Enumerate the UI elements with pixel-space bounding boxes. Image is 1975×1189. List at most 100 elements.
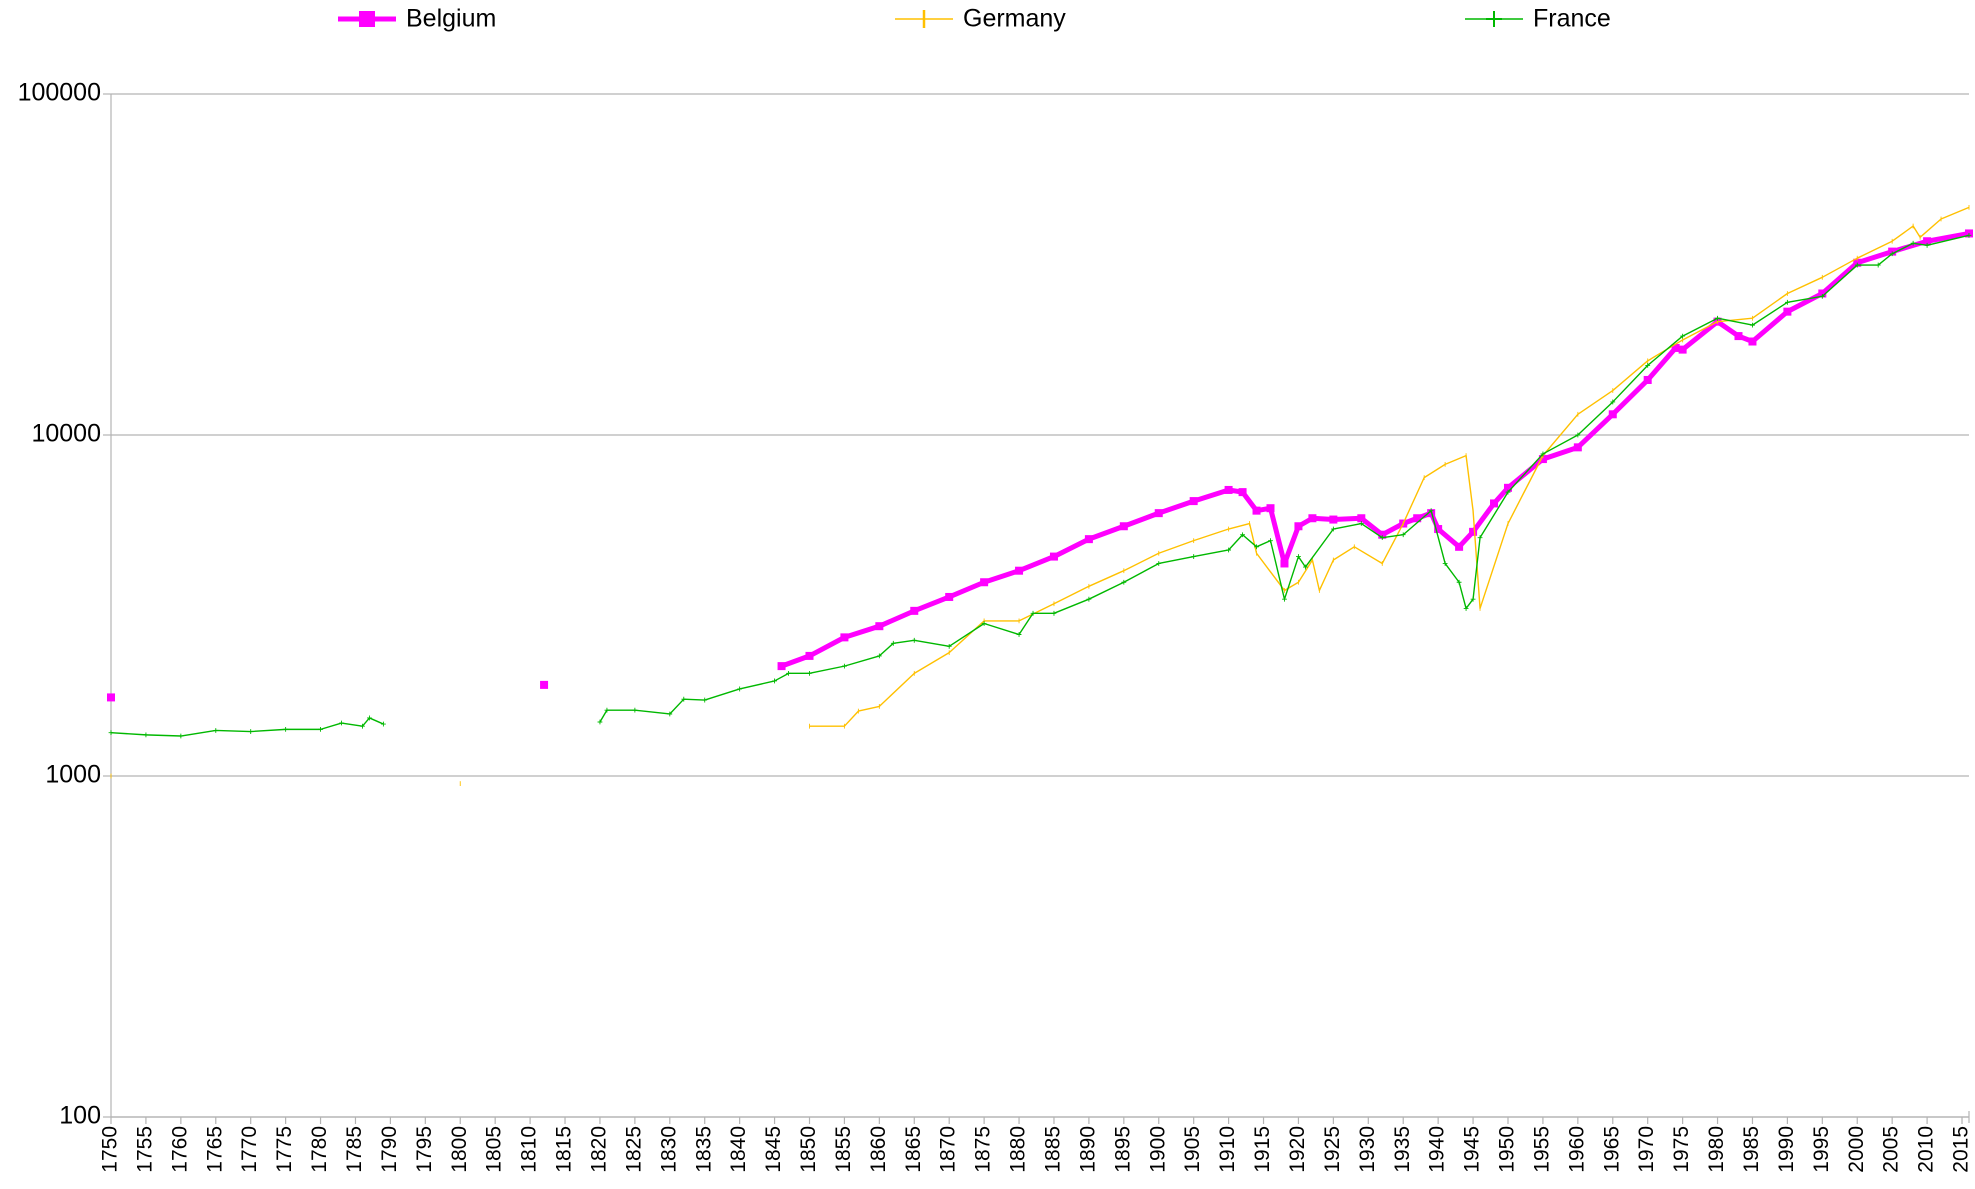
x-tick-label: 1980 <box>1705 1126 1728 1173</box>
data-point <box>910 606 919 615</box>
x-tick-label: 1910 <box>1216 1126 1239 1173</box>
x-tick-label: 1955 <box>1530 1126 1553 1173</box>
x-tick-label: 1965 <box>1600 1126 1623 1173</box>
data-point <box>1680 333 1686 339</box>
data-point <box>1238 488 1247 497</box>
data-point <box>702 697 708 703</box>
data-point <box>1610 399 1616 405</box>
data-point <box>1575 432 1581 438</box>
x-tick-label: 1790 <box>378 1126 401 1173</box>
data-point <box>1540 451 1546 457</box>
data-point <box>667 711 673 717</box>
data-point <box>1463 606 1469 611</box>
data-point <box>980 578 989 587</box>
x-tick-label: 1935 <box>1391 1126 1414 1173</box>
data-point <box>1505 489 1511 495</box>
x-tick-label: 1940 <box>1426 1126 1449 1173</box>
x-tick-label: 1805 <box>483 1126 506 1173</box>
series-line <box>809 206 1970 727</box>
x-tick-label: 1840 <box>727 1126 750 1173</box>
data-point <box>1357 514 1366 523</box>
x-tick-label: 1855 <box>832 1126 855 1173</box>
data-point <box>1924 242 1930 248</box>
x-tick-label: 1760 <box>168 1126 191 1173</box>
x-tick-label: 1870 <box>937 1126 960 1173</box>
data-point <box>1413 514 1422 523</box>
x-tick-label: 1835 <box>692 1126 715 1173</box>
data-point <box>890 640 896 646</box>
data-point <box>1875 262 1881 268</box>
data-point <box>1923 237 1932 246</box>
x-tick-label: 1915 <box>1251 1126 1274 1173</box>
data-point <box>1226 547 1231 553</box>
x-tick-label: 2000 <box>1845 1126 1868 1173</box>
x-tick-label: 1765 <box>203 1126 226 1173</box>
legend-label: France <box>1533 5 1611 33</box>
x-tick-label: 1970 <box>1635 1126 1658 1173</box>
data-point <box>1330 526 1336 532</box>
data-point <box>875 622 884 631</box>
data-point <box>604 707 610 713</box>
data-point <box>681 696 687 702</box>
data-point <box>807 670 812 676</box>
data-point <box>1490 499 1499 508</box>
data-point <box>248 729 254 734</box>
data-point <box>876 653 882 659</box>
data-point <box>1442 561 1448 566</box>
data-point <box>981 621 987 626</box>
data-point <box>1280 559 1289 568</box>
x-tick-label: 1770 <box>238 1126 261 1173</box>
x-tick-label: 1775 <box>273 1126 296 1173</box>
data-point <box>1966 232 1972 238</box>
x-tick-label: 1845 <box>762 1126 785 1173</box>
data-point <box>213 728 219 733</box>
data-point <box>945 592 954 601</box>
data-point <box>1191 554 1197 559</box>
data-point <box>1086 596 1092 602</box>
data-point <box>367 715 372 721</box>
legend-marker <box>359 11 375 27</box>
data-point <box>318 726 323 732</box>
data-point <box>1240 532 1245 538</box>
data-point <box>1358 521 1364 526</box>
x-tick-label: 2015 <box>1950 1126 1973 1173</box>
data-point <box>772 678 777 684</box>
x-tick-label: 1865 <box>902 1126 925 1173</box>
data-point <box>1715 315 1720 321</box>
data-point <box>1254 544 1259 550</box>
data-point <box>1470 596 1476 602</box>
data-point <box>1266 504 1275 513</box>
data-point <box>1748 337 1757 346</box>
x-tick-label: 1920 <box>1286 1126 1309 1173</box>
data-point <box>1119 522 1128 531</box>
x-tick-label: 1755 <box>133 1126 156 1173</box>
y-tick-label: 100 <box>59 1102 101 1130</box>
series-line <box>110 234 1970 737</box>
x-tick-label: 1800 <box>448 1126 471 1173</box>
data-point <box>1282 596 1287 602</box>
data-point <box>946 643 952 649</box>
series-line <box>780 230 1970 669</box>
data-point <box>805 651 814 660</box>
data-point <box>1084 535 1093 544</box>
data-point <box>1477 535 1483 541</box>
data-point <box>1252 506 1261 515</box>
data-point <box>1854 262 1860 268</box>
x-tick-label: 1950 <box>1496 1126 1519 1173</box>
legend-label: Germany <box>963 5 1066 33</box>
x-tick-label: 1925 <box>1321 1126 1344 1173</box>
x-tick-label: 1995 <box>1810 1126 1833 1173</box>
data-point <box>1051 610 1057 616</box>
x-tick-label: 1815 <box>553 1126 576 1173</box>
data-point <box>1400 532 1406 538</box>
data-point <box>1016 632 1022 637</box>
data-point <box>381 721 386 727</box>
y-tick-label: 10000 <box>31 420 101 448</box>
x-tick-label: 1990 <box>1775 1126 1798 1173</box>
data-point <box>540 680 549 689</box>
data-point <box>1428 508 1434 514</box>
x-tick-label: 1780 <box>308 1126 331 1173</box>
x-tick-label: 1785 <box>343 1126 366 1173</box>
